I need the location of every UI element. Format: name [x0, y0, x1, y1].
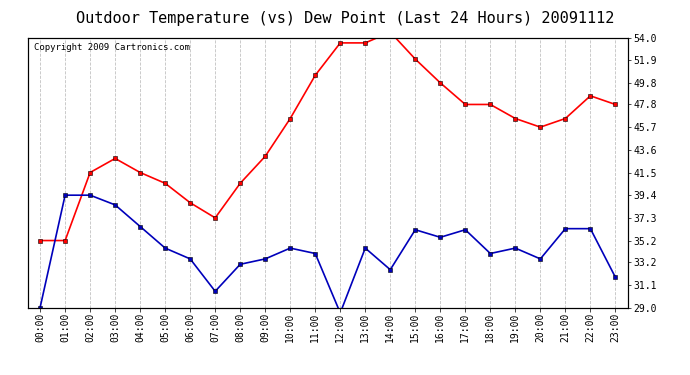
Text: Copyright 2009 Cartronics.com: Copyright 2009 Cartronics.com — [34, 43, 190, 52]
Text: Outdoor Temperature (vs) Dew Point (Last 24 Hours) 20091112: Outdoor Temperature (vs) Dew Point (Last… — [76, 11, 614, 26]
